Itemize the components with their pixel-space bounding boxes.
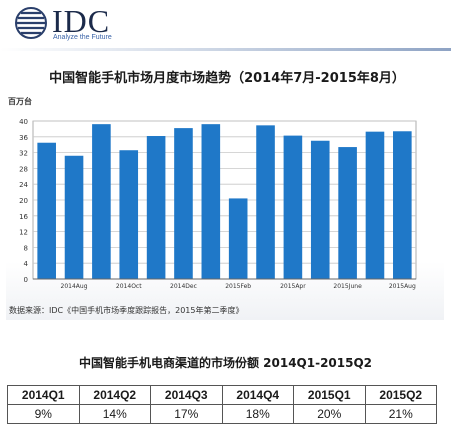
x-tick-label: 2014Oct bbox=[116, 283, 142, 290]
x-tick-label: 2015Feb bbox=[225, 283, 251, 290]
share-table-title: 中国智能手机电商渠道的市场份额 2014Q1-2015Q2 bbox=[78, 356, 373, 370]
share-header-cell: 2015Q2 bbox=[364, 385, 437, 405]
chart-bar bbox=[283, 135, 303, 279]
y-tick-label: 32 bbox=[19, 150, 28, 158]
y-tick-label: 36 bbox=[19, 134, 28, 142]
share-value-cell: 18% bbox=[221, 404, 294, 424]
x-tick-label: 2015Apr bbox=[280, 283, 306, 290]
y-tick-label: 4 bbox=[24, 260, 29, 268]
y-tick-label: 16 bbox=[19, 213, 28, 221]
share-header-cell: 2014Q4 bbox=[221, 385, 294, 405]
share-header-cell: 2014Q1 bbox=[7, 385, 80, 405]
share-value-cell: 21% bbox=[364, 404, 437, 424]
chart-bar bbox=[174, 128, 193, 279]
y-tick-label: 8 bbox=[24, 244, 28, 252]
chart-bar bbox=[92, 124, 111, 279]
y-tick-label: 24 bbox=[19, 181, 28, 189]
chart-bar bbox=[310, 140, 330, 279]
share-value-cell: 14% bbox=[78, 404, 151, 424]
idc-logo-tagline: Analyze the Future bbox=[53, 34, 112, 41]
idc-globe-icon bbox=[15, 7, 47, 39]
share-value-cell: 17% bbox=[150, 404, 223, 424]
chart-bar bbox=[201, 124, 221, 279]
header-divider bbox=[0, 48, 451, 51]
y-tick-label: 28 bbox=[19, 165, 28, 173]
header: IDC Analyze the Future bbox=[0, 0, 451, 51]
share-header-cell: 2014Q3 bbox=[150, 385, 223, 405]
chart-bar bbox=[146, 136, 166, 279]
y-tick-label: 40 bbox=[19, 118, 28, 126]
chart-bar bbox=[119, 150, 139, 279]
idc-logo-wordmark: IDC bbox=[52, 3, 111, 39]
y-tick-label: 12 bbox=[19, 229, 28, 237]
share-value-cell: 20% bbox=[293, 404, 366, 424]
share-table-header-row: 2014Q1 2014Q2 2014Q3 2014Q4 2015Q1 2015Q… bbox=[7, 385, 437, 405]
chart-bar bbox=[228, 198, 248, 279]
share-table-value-row: 9% 14% 17% 18% 20% 21% bbox=[7, 404, 437, 424]
chart-bar bbox=[393, 131, 412, 279]
chart-bar bbox=[256, 125, 275, 279]
chart-title: 中国智能手机市场月度市场趋势（2014年7月-2015年8月） bbox=[49, 71, 405, 86]
monthly-shipments-bar-chart: 0 4 8 12 16 20 24 28 32 36 40 2014Aug 2014Oct 2014Dec… bbox=[19, 118, 417, 290]
x-tick-label: 2015June bbox=[333, 283, 362, 290]
y-tick-label: 20 bbox=[19, 197, 28, 205]
chart-bar bbox=[338, 147, 357, 279]
share-value-cell: 9% bbox=[7, 404, 80, 424]
chart-bar bbox=[37, 142, 56, 279]
ecommerce-share-table: 2014Q1 2014Q2 2014Q3 2014Q4 2015Q1 2015Q… bbox=[7, 385, 437, 424]
chart-bar bbox=[365, 131, 385, 279]
x-tick-label: 2014Dec bbox=[170, 283, 197, 290]
share-header-cell: 2014Q2 bbox=[78, 385, 151, 405]
chart-bar bbox=[64, 155, 84, 279]
data-source-note: 数据来源：IDC《中国手机市场季度跟踪报告，2015年第二季度》 bbox=[9, 306, 244, 315]
x-tick-label: 2015Aug bbox=[389, 283, 416, 290]
x-tick-label: 2014Aug bbox=[61, 283, 88, 290]
y-tick-label: 0 bbox=[24, 276, 28, 284]
y-axis-unit-label: 百万台 bbox=[8, 97, 32, 106]
share-header-cell: 2015Q1 bbox=[293, 385, 366, 405]
